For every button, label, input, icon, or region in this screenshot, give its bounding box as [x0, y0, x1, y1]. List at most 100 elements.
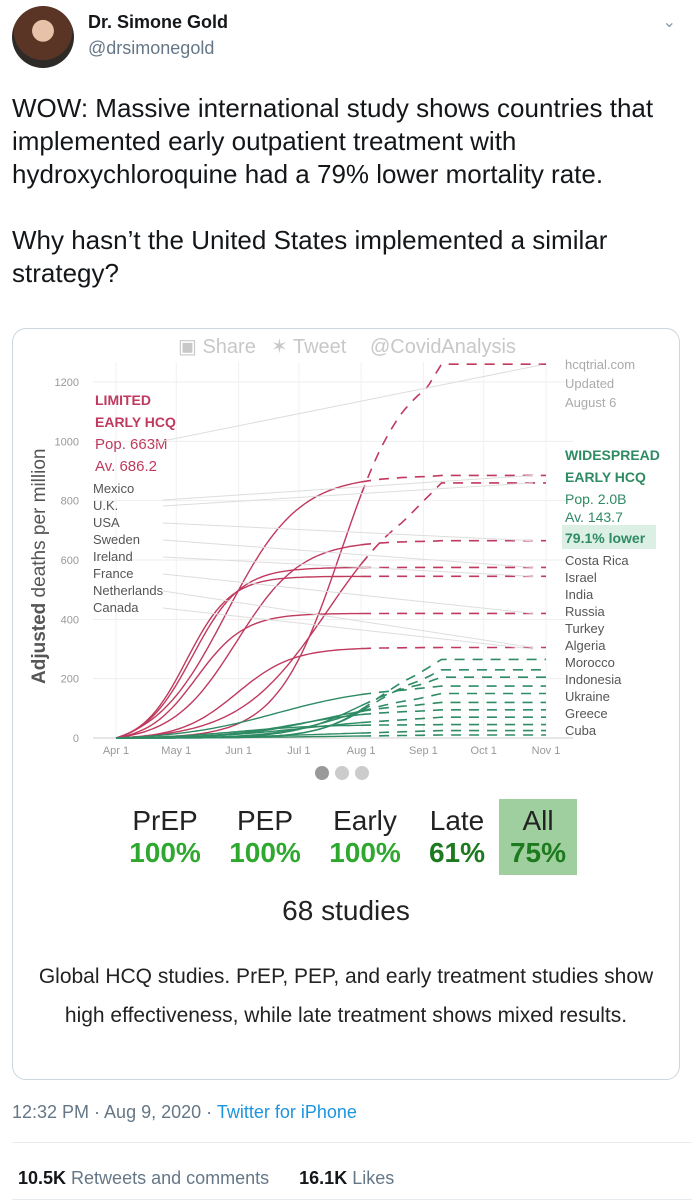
series-projection-widespread — [361, 729, 546, 734]
country-label: Greece — [565, 706, 608, 721]
studies-count: 68 studies — [282, 895, 410, 926]
stat-value: 100% — [229, 837, 301, 868]
x-tick-label: Apr 1 — [103, 745, 129, 757]
x-tick-label: Oct 1 — [471, 745, 497, 757]
timestamp[interactable]: 12:32 PM · Aug 9, 2020 · — [12, 1102, 217, 1122]
y-tick-label: 1200 — [55, 377, 79, 389]
x-tick-label: Jul 1 — [287, 745, 310, 757]
limited-legend-pop: Pop. 663M — [95, 436, 168, 453]
x-tick-label: Sep 1 — [409, 745, 438, 757]
country-label: U.K. — [93, 498, 118, 513]
user-name[interactable]: Dr. Simone Gold — [88, 12, 229, 32]
client-link[interactable]: Twitter for iPhone — [216, 1102, 357, 1122]
series-projection-limited — [360, 363, 546, 495]
likes-count: 16.1K — [299, 1168, 348, 1188]
stat-label: Early — [333, 805, 397, 836]
stat-early: Early 100% — [315, 799, 415, 875]
series-line-limited — [115, 612, 362, 739]
series-line-limited — [115, 544, 362, 739]
series-projection-limited — [361, 539, 546, 546]
retweets-link[interactable]: 10.5K Retweets and comments — [18, 1168, 269, 1188]
avatar[interactable] — [12, 6, 74, 68]
leader-line — [162, 556, 534, 577]
leader-line — [162, 590, 534, 649]
source-label: August 6 — [565, 395, 616, 410]
x-tick-label: Nov 1 — [532, 745, 561, 757]
stat-label: Late — [429, 805, 485, 836]
stat-prep: PrEP 100% — [115, 799, 215, 875]
series-line-widespread — [115, 693, 362, 739]
series-projection-widespread — [361, 716, 546, 724]
stat-label: PEP — [236, 805, 294, 836]
chevron-down-icon[interactable]: ⌄ — [662, 14, 676, 31]
stat-pep: PEP 100% — [215, 799, 315, 875]
leader-line — [152, 364, 542, 444]
series-projection-widespread — [360, 676, 546, 707]
share-link[interactable]: ▣ Share — [178, 336, 256, 358]
country-label: Mexico — [93, 481, 134, 496]
series-projection-limited — [361, 646, 546, 650]
leader-line — [162, 522, 534, 542]
carousel-dots[interactable] — [315, 766, 369, 780]
dot[interactable] — [355, 766, 369, 780]
series-projection-widespread — [360, 701, 546, 713]
facebook-icon: ▣ — [178, 336, 202, 358]
tweet-meta: 12:32 PM · Aug 9, 2020 · Twitter for iPh… — [12, 1102, 357, 1123]
retweets-label: Retweets and comments — [66, 1168, 270, 1188]
series-line-limited — [115, 575, 362, 739]
country-label: Costa Rica — [565, 553, 629, 568]
leader-line — [162, 573, 534, 614]
stat-late: Late 61% — [415, 799, 499, 875]
series-line-limited — [115, 647, 362, 739]
widespread-legend-pop: Pop. 2.0B — [565, 491, 627, 507]
series-projection-widespread — [361, 734, 546, 737]
media-card[interactable]: 0 200 400 600 800 1000 1200 Apr 1 May 1 Jun 1 Jul … — [12, 328, 680, 1080]
country-label: Algeria — [565, 638, 606, 653]
widespread-legend-title1: WIDESPREAD — [565, 447, 660, 463]
likes-link[interactable]: 16.1K Likes — [299, 1168, 394, 1188]
series-line-widespread — [115, 724, 362, 739]
leader-line — [162, 607, 534, 650]
leader-line — [162, 539, 534, 568]
limited-legend-title1: LIMITED — [95, 392, 151, 408]
x-tick-label: Aug 1 — [347, 745, 376, 757]
series-projection-widespread — [361, 709, 546, 716]
leader-line — [162, 482, 534, 507]
y-tick-label: 1000 — [55, 436, 79, 448]
stat-all: All 75% — [499, 799, 577, 875]
country-label: Ireland — [93, 549, 133, 564]
country-label: Turkey — [565, 621, 605, 636]
series-projection-widespread — [360, 692, 546, 713]
country-label: Ukraine — [565, 689, 610, 704]
twitter-bird-icon: ✶ — [271, 336, 293, 358]
limited-legend-title2: EARLY HCQ — [95, 414, 176, 430]
engagement-counts: 10.5K Retweets and comments 16.1K Likes — [18, 1168, 394, 1189]
series-projection-limited — [360, 482, 546, 565]
stat-value: 100% — [129, 837, 201, 868]
country-label: Sweden — [93, 532, 140, 547]
x-tick-label: Jun 1 — [225, 745, 252, 757]
tweet-paragraph: Why hasn’t the United States implemented… — [12, 225, 608, 288]
source-label: Updated — [565, 376, 614, 391]
country-label: India — [565, 587, 594, 602]
series-projection-widespread — [360, 669, 546, 712]
user-handle[interactable]: @drsimonegold — [88, 38, 215, 58]
divider — [12, 1142, 692, 1143]
source-label: hcqtrial.com — [565, 357, 635, 372]
tweet-paragraph: WOW: Massive international study shows c… — [12, 93, 654, 189]
y-tick-label: 600 — [61, 555, 79, 567]
tweet-link[interactable]: ✶ Tweet — [271, 336, 347, 358]
widespread-legend-title2: EARLY HCQ — [565, 469, 646, 485]
dot[interactable] — [335, 766, 349, 780]
country-label: Morocco — [565, 655, 615, 670]
account-link[interactable]: @CovidAnalysis — [370, 336, 516, 358]
y-tick-label: 800 — [61, 496, 79, 508]
country-label: France — [93, 566, 133, 581]
series-line-widespread — [116, 735, 362, 739]
limited-legend-avg: Av. 686.2 — [95, 458, 157, 475]
dot[interactable] — [315, 766, 329, 780]
leader-line — [162, 474, 534, 501]
highlight-box — [562, 525, 656, 549]
series-projection-widespread — [360, 685, 546, 696]
country-label: USA — [93, 515, 120, 530]
